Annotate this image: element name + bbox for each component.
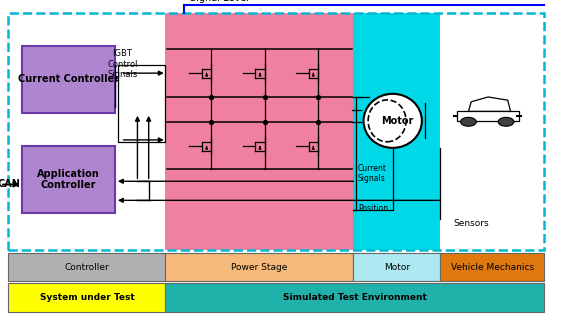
Text: Simulated Test Environment: Simulated Test Environment bbox=[283, 293, 427, 302]
Circle shape bbox=[498, 117, 514, 126]
Text: Current
Signals: Current Signals bbox=[358, 164, 387, 183]
Text: Controller: Controller bbox=[65, 263, 109, 272]
Text: Power Stage: Power Stage bbox=[231, 263, 288, 272]
Text: CAN: CAN bbox=[0, 179, 20, 190]
Bar bbox=[165, 13, 353, 250]
Ellipse shape bbox=[364, 94, 422, 148]
Circle shape bbox=[461, 117, 476, 126]
Bar bbox=[165, 253, 353, 281]
Text: Motor: Motor bbox=[381, 116, 413, 126]
Text: Motor: Motor bbox=[384, 263, 410, 272]
Text: IGBT
Control
Signals: IGBT Control Signals bbox=[107, 49, 137, 79]
Bar bbox=[8, 13, 544, 250]
Text: Position: Position bbox=[358, 204, 388, 212]
Text: System under Test: System under Test bbox=[40, 293, 134, 302]
Bar bbox=[8, 253, 165, 281]
Bar bbox=[118, 65, 165, 142]
Text: Application
Controller: Application Controller bbox=[38, 169, 100, 190]
Text: Current Controller: Current Controller bbox=[18, 74, 119, 85]
Text: Vehicle Mechanics: Vehicle Mechanics bbox=[450, 263, 534, 272]
Bar bbox=[22, 46, 115, 113]
Polygon shape bbox=[468, 97, 511, 111]
Polygon shape bbox=[457, 111, 519, 121]
Bar bbox=[8, 283, 165, 312]
Bar bbox=[22, 146, 115, 213]
Bar bbox=[353, 13, 440, 250]
Bar bbox=[440, 253, 544, 281]
Bar bbox=[353, 253, 440, 281]
Text: Sensors: Sensors bbox=[453, 219, 489, 228]
Bar bbox=[165, 283, 544, 312]
Text: Signal Level: Signal Level bbox=[190, 0, 249, 3]
